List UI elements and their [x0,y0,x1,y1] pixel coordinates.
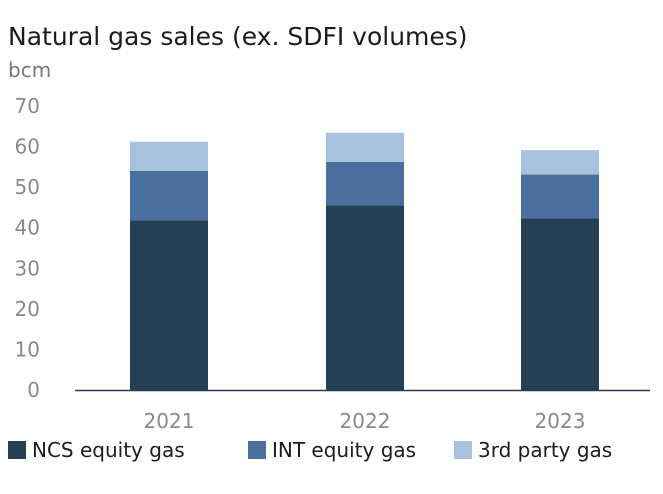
legend-swatch [8,441,26,459]
bar-segment [130,220,208,390]
x-tick-label: 2021 [144,409,195,433]
legend-label: 3rd party gas [478,438,613,462]
y-tick-label: 0 [27,378,40,402]
y-tick-label: 20 [15,297,40,321]
y-tick-label: 60 [15,135,40,159]
y-tick-label: 50 [15,175,40,199]
bar-segment [326,161,404,206]
x-tick-label: 2022 [340,409,391,433]
bar-segment [521,174,599,219]
legend-item: INT equity gas [248,438,416,462]
bar-segment [326,205,404,390]
bar-segment [326,132,404,162]
x-tick-label: 2023 [535,409,586,433]
legend-label: NCS equity gas [32,438,185,462]
chart-title: Natural gas sales (ex. SDFI volumes) [8,22,468,51]
y-tick-label: 40 [15,216,40,240]
bar-segment [521,150,599,175]
bar-segment [130,170,208,221]
legend-swatch [454,441,472,459]
legend: NCS equity gas INT equity gas 3rd party ga… [8,438,658,468]
bar-segment [130,141,208,171]
legend-swatch [248,441,266,459]
legend-item: NCS equity gas [8,438,185,462]
y-axis-label: bcm [8,58,52,82]
y-tick-label: 30 [15,256,40,280]
legend-label: INT equity gas [272,438,417,462]
legend-item: 3rd party gas [454,438,612,462]
bar-segment [521,218,599,390]
y-tick-label: 70 [15,94,40,118]
y-tick-label: 10 [15,337,40,361]
